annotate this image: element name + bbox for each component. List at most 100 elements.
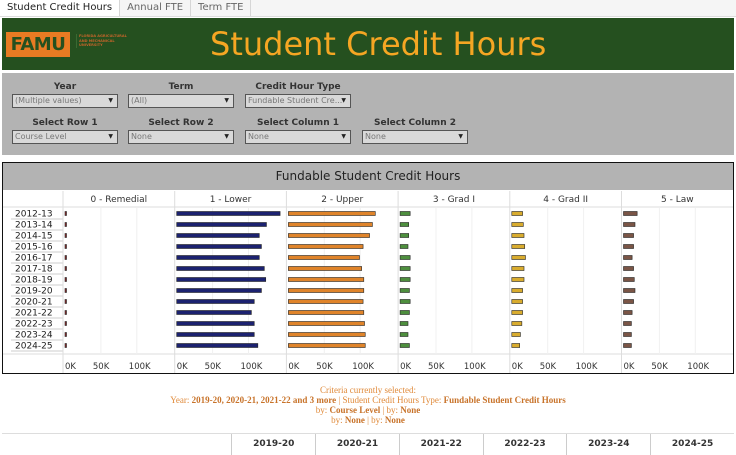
row-label: 2017-18 xyxy=(15,265,53,275)
dropdown-value: Course Level xyxy=(15,132,67,141)
bar-1-lower-2017-18 xyxy=(176,266,265,271)
filter-label: Select Row 1 xyxy=(32,118,98,128)
bar-0-remedial-2024-25 xyxy=(64,343,67,348)
x-tick-label: 0K xyxy=(624,362,635,372)
filter-credit-hour-type: Credit Hour Type Fundable Student Cre... ▼ xyxy=(245,82,351,108)
column-header: 2021-22 xyxy=(398,434,483,455)
x-tick-label: 50K xyxy=(205,362,222,372)
bar-3-grad-i-2020-21 xyxy=(399,299,411,304)
dropdown-value: (Multiple values) xyxy=(15,96,82,105)
filter-dropdown[interactable]: None ▼ xyxy=(128,130,234,144)
filter-dropdown[interactable]: None ▼ xyxy=(362,130,468,144)
criteria-year-label: Year: xyxy=(170,395,190,405)
filter-select-column-2: Select Column 2 None ▼ xyxy=(362,118,468,144)
logo-subtitle: FLORIDA AGRICULTURAL AND MECHANICAL UNIV… xyxy=(76,34,129,48)
dropdown-value: None xyxy=(131,132,152,141)
x-tick-label: 50K xyxy=(428,362,445,372)
bar-4-grad-ii-2013-14 xyxy=(511,222,524,227)
filter-year: Year (Multiple values) ▼ xyxy=(12,82,118,108)
filter-dropdown[interactable]: Course Level ▼ xyxy=(12,130,118,144)
filter-dropdown[interactable]: (All) ▼ xyxy=(128,94,234,108)
bar-1-lower-2021-22 xyxy=(176,310,252,315)
filter-select-row-1: Select Row 1 Course Level ▼ xyxy=(12,118,118,144)
bar-3-grad-i-2017-18 xyxy=(399,266,411,271)
year-table-header: 2019-20 2020-21 2021-22 2022-23 2023-24 … xyxy=(2,433,734,455)
bar-0-remedial-2018-19 xyxy=(64,277,67,282)
panel-header: 2 - Upper xyxy=(321,195,363,205)
x-tick-label: 50K xyxy=(651,362,668,372)
filter-dropdown[interactable]: (Multiple values) ▼ xyxy=(12,94,118,108)
bar-0-remedial-2014-15 xyxy=(64,233,67,238)
bar-4-grad-ii-2018-19 xyxy=(511,277,525,282)
bar-0-remedial-2012-13 xyxy=(64,211,67,216)
x-tick-label: 100K xyxy=(352,362,374,372)
bar-2-upper-2016-17 xyxy=(288,255,360,260)
filter-label: Select Row 2 xyxy=(148,118,214,128)
bar-1-lower-2023-24 xyxy=(176,332,255,337)
row-label: 2021-22 xyxy=(15,309,53,319)
criteria-by-label: | by: xyxy=(382,405,399,415)
tab-student-credit-hours[interactable]: Student Credit Hours xyxy=(0,0,121,16)
dropdown-arrow-icon: ▼ xyxy=(458,133,463,140)
filter-dropdown[interactable]: None ▼ xyxy=(245,130,351,144)
column-header: 2019-20 xyxy=(231,434,315,455)
row-label: 2020-21 xyxy=(15,298,53,308)
x-tick-label: 0K xyxy=(65,362,76,372)
row-label: 2022-23 xyxy=(15,320,53,330)
bar-2-upper-2015-16 xyxy=(288,244,364,249)
bar-3-grad-i-2014-15 xyxy=(399,233,410,238)
bar-4-grad-ii-2014-15 xyxy=(511,233,525,238)
filter-label: Credit Hour Type xyxy=(255,82,341,92)
bar-5-law-2018-19 xyxy=(623,277,635,282)
chart-title: Fundable Student Credit Hours xyxy=(3,163,733,190)
filter-label: Select Column 1 xyxy=(256,118,339,128)
bar-3-grad-i-2016-17 xyxy=(399,255,411,260)
criteria-type-value: Fundable Student Credit Hours xyxy=(443,395,566,405)
tab-annual-fte[interactable]: Annual FTE xyxy=(120,0,192,16)
criteria-year-value: 2019-20, 2020-21, 2021-22 and 3 more xyxy=(191,395,337,405)
bar-1-lower-2019-20 xyxy=(176,288,262,293)
column-header: 2024-25 xyxy=(650,434,734,455)
panel-header: 5 - Law xyxy=(661,195,694,205)
filter-select-row-2: Select Row 2 None ▼ xyxy=(128,118,234,144)
filter-select-column-1: Select Column 1 None ▼ xyxy=(245,118,351,144)
x-tick-label: 50K xyxy=(93,362,110,372)
row-label: 2012-13 xyxy=(15,210,53,220)
bar-3-grad-i-2013-14 xyxy=(399,222,410,227)
x-tick-label: 0K xyxy=(288,362,299,372)
filter-dropdown[interactable]: Fundable Student Cre... ▼ xyxy=(245,94,351,108)
bar-0-remedial-2015-16 xyxy=(64,244,67,249)
bar-3-grad-i-2023-24 xyxy=(399,332,409,337)
x-tick-label: 100K xyxy=(129,362,151,372)
panel-header: 1 - Lower xyxy=(210,195,252,205)
bar-2-upper-2014-15 xyxy=(288,233,370,238)
dropdown-value: None xyxy=(365,132,386,141)
criteria-type-label: | Student Credit Hours Type: xyxy=(338,395,442,405)
column-header: 2020-21 xyxy=(315,434,399,455)
table-corner xyxy=(2,434,231,455)
bar-3-grad-i-2021-22 xyxy=(399,310,410,315)
bar-1-lower-2020-21 xyxy=(176,299,255,304)
panel-header: 0 - Remedial xyxy=(91,195,148,205)
bar-5-law-2020-21 xyxy=(623,299,634,304)
bar-5-law-2019-20 xyxy=(623,288,636,293)
filter-label: Term xyxy=(168,82,194,92)
dropdown-arrow-icon: ▼ xyxy=(108,97,113,104)
bar-2-upper-2023-24 xyxy=(288,332,366,337)
row-label: 2013-14 xyxy=(15,221,53,231)
tab-term-fte[interactable]: Term FTE xyxy=(191,0,252,16)
row-label: 2015-16 xyxy=(15,243,53,253)
row-label: 2014-15 xyxy=(15,232,53,242)
dropdown-arrow-icon: ▼ xyxy=(341,133,346,140)
bar-5-law-2014-15 xyxy=(623,233,634,238)
row-label: 2019-20 xyxy=(15,287,53,297)
bar-0-remedial-2019-20 xyxy=(64,288,67,293)
dropdown-arrow-icon: ▼ xyxy=(224,133,229,140)
bar-0-remedial-2021-22 xyxy=(64,310,67,315)
bar-1-lower-2014-15 xyxy=(176,233,260,238)
criteria-by-label: | by: xyxy=(367,415,383,425)
bar-5-law-2024-25 xyxy=(623,343,632,348)
bar-chart: 2012-132013-142014-152015-162016-172017-… xyxy=(3,191,733,373)
filter-label: Select Column 2 xyxy=(373,118,456,128)
row-label: 2024-25 xyxy=(15,342,53,352)
